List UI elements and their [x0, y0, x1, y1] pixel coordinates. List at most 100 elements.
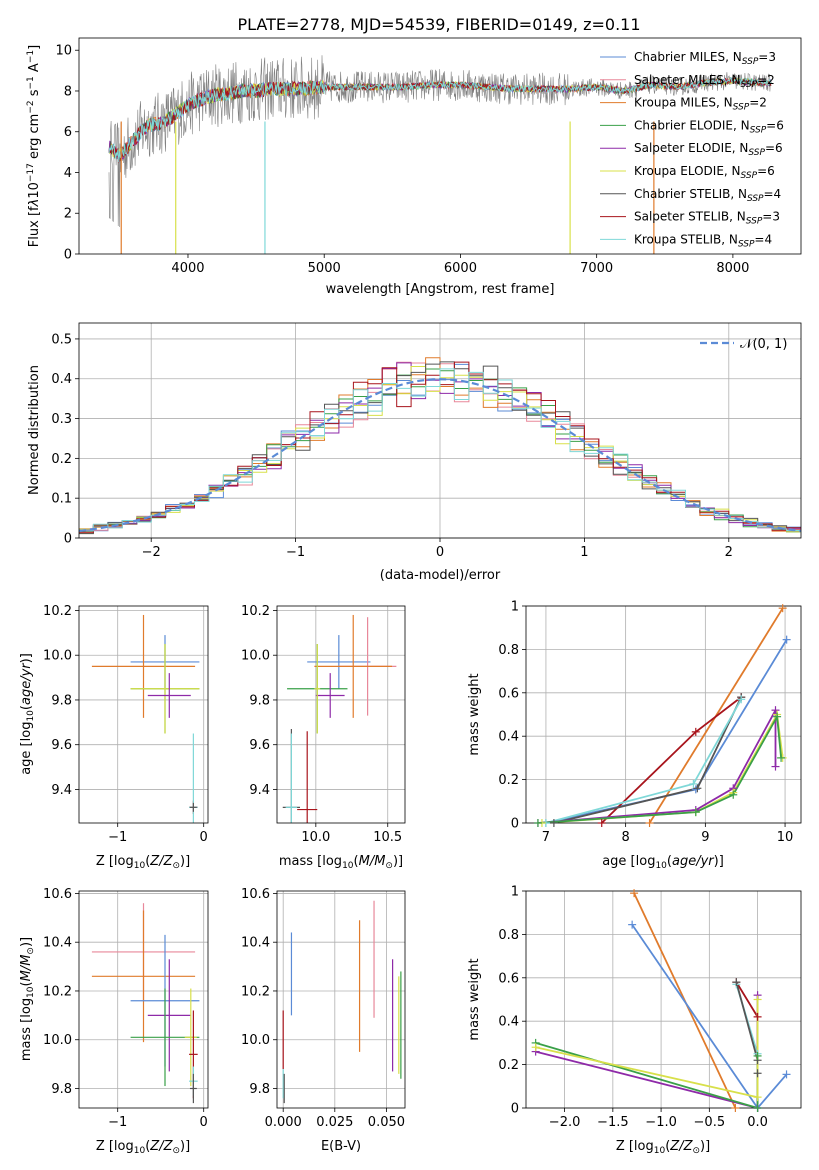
axes-age-vs-Z: −1 0 9.4 9.6 9.8 10.0 10.2 Z [log10(Z/Z⊙)] age […	[19, 604, 209, 871]
legend-entry: Salpeter STELIB, NSSP=3	[634, 210, 780, 227]
y-axis-label: mass weight	[467, 958, 482, 1040]
y-axis-label: age [log10(age/yr)]	[19, 653, 36, 775]
ticks: 4000 5000 6000 7000 8000 0 2 4 6 8 10	[55, 44, 749, 276]
x-tick-label: 7	[542, 830, 550, 845]
x-axis-label: E(B-V)	[321, 1139, 361, 1154]
x-tick-label: 0.025	[316, 1115, 353, 1130]
y-tick-label: 0	[511, 1102, 519, 1117]
legend-entry: Kroupa STELIB, NSSP=4	[634, 232, 772, 249]
y-tick-label: 9.6	[51, 738, 72, 753]
y-tick-label: 9.8	[249, 693, 270, 708]
x-tick-label: 2	[725, 545, 733, 560]
x-tick-label: 8	[621, 830, 629, 845]
y-tick-label: 9.8	[51, 693, 72, 708]
ticks: −2.0 −1.5 −1.0 −0.5 0.0 0 0.2 0.4 0.6 0.8 1	[498, 885, 768, 1131]
x-tick-label: 0	[200, 1115, 208, 1130]
x-tick-label: 7000	[580, 261, 613, 276]
y-tick-label: 1	[511, 885, 519, 900]
x-tick-label: 0	[436, 545, 444, 560]
histogram-step	[79, 361, 801, 535]
legend-entry: Chabrier ELODIE, NSSP=6	[634, 118, 784, 135]
x-tick-label: 9	[701, 830, 709, 845]
y-tick-label: 9.8	[51, 1082, 72, 1097]
x-tick-label: 10.0	[301, 830, 330, 845]
plot-area	[108, 55, 772, 254]
ticks: −1 0 9.8 10.0 10.2 10.4 10.6	[43, 887, 208, 1130]
x-tick-label: 4000	[171, 261, 204, 276]
y-tick-label: 0.2	[51, 452, 72, 467]
y-tick-label: 9.4	[51, 783, 72, 798]
x-tick-label: −1.0	[645, 1115, 677, 1130]
ticks: 10.0 10.5 9.4 9.6 9.8 10.0 10.2	[241, 604, 402, 845]
x-tick-label: 0.0	[747, 1115, 768, 1130]
y-tick-label: 10.0	[43, 1033, 72, 1048]
legend: Chabrier MILES, NSSP=3 Salpeter MILES, NS…	[600, 50, 784, 249]
axes-frame	[276, 605, 406, 824]
y-axis-label: Normed distribution	[27, 365, 42, 495]
axes-frame	[525, 890, 802, 1109]
y-tick-label: 0.6	[498, 971, 519, 986]
y-tick-label: 10.4	[241, 936, 270, 951]
axes-age-vs-mass: 10.0 10.5 9.4 9.6 9.8 10.0 10.2 mass [log10(M/M…	[241, 604, 406, 871]
axes-frame	[78, 37, 802, 255]
x-axis-label: age [log10(age/yr)]	[602, 854, 724, 871]
legend-entry: Salpeter ELODIE, NSSP=6	[634, 141, 783, 158]
y-axis-label: mass [log10(M/M⊙)]	[19, 937, 36, 1061]
axes-frame	[78, 890, 209, 1109]
x-tick-label: 1	[580, 545, 588, 560]
y-tick-label: 10.0	[241, 649, 270, 664]
plot-area	[91, 614, 200, 823]
figure-title: PLATE=2778, MJD=54539, FIBERID=0149, z=0…	[237, 15, 640, 34]
axes-frame	[276, 890, 406, 1109]
x-tick-label: 0.050	[368, 1115, 405, 1130]
plot-area	[537, 607, 788, 823]
normal-curve	[79, 378, 801, 533]
axes-frame	[78, 605, 209, 824]
y-tick-label: 9.6	[249, 738, 270, 753]
x-axis-label: Z [log10(Z/Z⊙)]	[96, 854, 190, 871]
y-tick-label: 0.6	[498, 686, 519, 701]
x-tick-label: −0.5	[694, 1115, 726, 1130]
y-tick-label: 10	[55, 44, 72, 59]
ticks: −1 0 9.4 9.6 9.8 10.0 10.2	[43, 604, 208, 845]
x-tick-label: −2	[142, 545, 161, 560]
y-tick-label: 10.6	[43, 887, 72, 902]
grid	[277, 606, 405, 823]
legend-entry: Kroupa ELODIE, NSSP=6	[634, 164, 775, 181]
y-tick-label: 0.4	[51, 372, 72, 387]
plot-area	[282, 614, 397, 823]
y-tick-label: 1	[511, 600, 519, 615]
x-axis-label: mass [log10(M/M⊙)]	[279, 854, 403, 871]
legend-entry: 𝒩(0, 1)	[740, 337, 787, 352]
legend-entry: Chabrier MILES, NSSP=3	[634, 50, 776, 67]
y-tick-label: 4	[64, 166, 72, 181]
weight-line	[537, 709, 777, 823]
x-tick-label: −2.0	[549, 1115, 581, 1130]
x-tick-label: 10	[777, 830, 794, 845]
legend-entry: Salpeter MILES, NSSP=2	[634, 73, 775, 90]
x-tick-label: 0.000	[265, 1115, 302, 1130]
grid	[277, 891, 405, 1108]
y-tick-label: 9.4	[249, 783, 270, 798]
y-tick-label: 8	[64, 84, 72, 99]
weight-line	[535, 995, 759, 1108]
axes-massweight-vs-age: 7 8 9 10 0 0.2 0.4 0.6 0.8 1 mass weight age [log10…	[467, 600, 802, 871]
y-tick-label: 0.2	[498, 1058, 519, 1073]
weight-line	[631, 924, 788, 1108]
axes-frame	[525, 605, 802, 824]
y-tick-label: 0	[511, 817, 519, 832]
x-tick-label: −1	[108, 830, 127, 845]
x-tick-label: 10.5	[373, 830, 402, 845]
axes-mass-vs-EBV: 0.000 0.025 0.050 9.8 10.0 10.2 10.4 10.6 E(B-V)	[241, 887, 406, 1154]
ticks: 0.000 0.025 0.050 9.8 10.0 10.2 10.4 10.6	[241, 887, 405, 1130]
y-tick-label: 2	[64, 207, 72, 222]
y-tick-label: 0.5	[51, 332, 72, 347]
x-axis-label: (data-model)/error	[380, 568, 501, 583]
y-tick-label: 6	[64, 125, 72, 140]
plot-area	[282, 900, 402, 1104]
ticks: −2 −1 0 1 2 0 0.1 0.2 0.3 0.4 0.5	[51, 332, 733, 560]
y-tick-label: 10.2	[43, 984, 72, 999]
axes-frame	[78, 322, 802, 539]
x-tick-label: −1	[286, 545, 305, 560]
legend-entry: Chabrier STELIB, NSSP=4	[634, 187, 781, 204]
